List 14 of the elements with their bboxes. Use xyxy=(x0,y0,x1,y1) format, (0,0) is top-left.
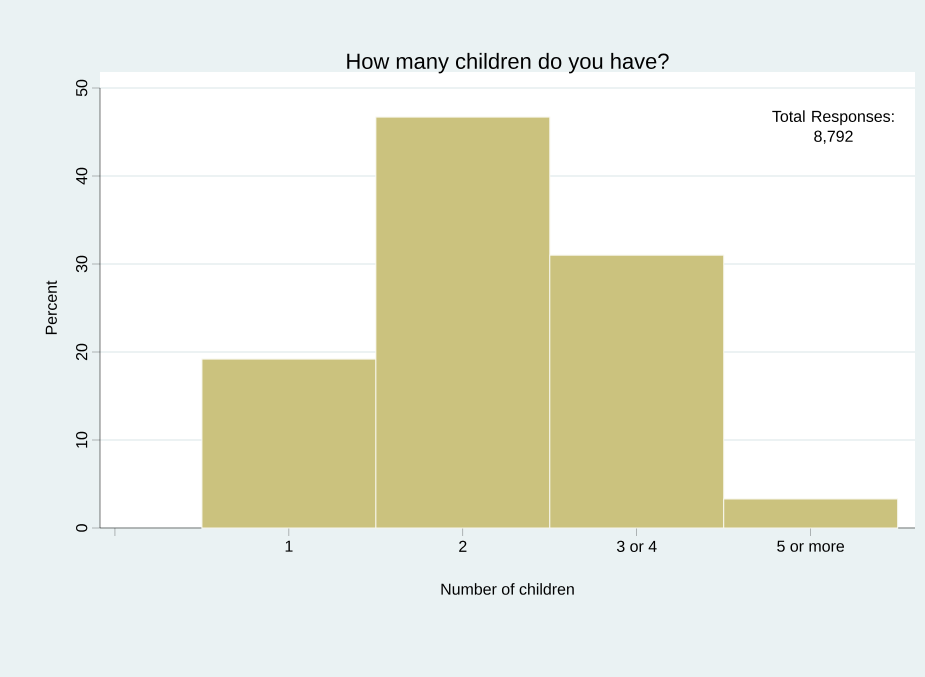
x-tick-label: 3 or 4 xyxy=(616,540,657,552)
annotation: Total Responses: 8,792 xyxy=(772,110,894,144)
y-tick-label: 10 xyxy=(76,432,88,448)
y-tick-label: 20 xyxy=(76,344,88,360)
y-axis-title: Percent xyxy=(46,280,57,334)
y-tick-label: 40 xyxy=(76,168,88,184)
x-axis-title: Number of children xyxy=(441,583,574,595)
y-tick-label: 50 xyxy=(76,80,88,96)
y-tick-label: 30 xyxy=(76,256,88,272)
x-tick-label: 1 xyxy=(286,540,293,552)
y-tick-label: 0 xyxy=(76,524,88,532)
chart-title: How many children do you have? xyxy=(347,52,669,74)
x-tick-label: 5 or more xyxy=(777,540,844,552)
x-tick-label: 2 xyxy=(459,540,466,552)
